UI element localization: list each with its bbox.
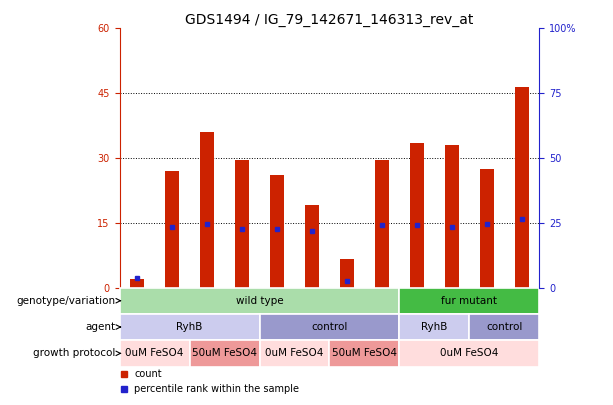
- Text: 50uM FeSO4: 50uM FeSO4: [332, 348, 397, 358]
- Text: 0uM FeSO4: 0uM FeSO4: [265, 348, 324, 358]
- Bar: [480, 169, 494, 288]
- Text: growth protocol: growth protocol: [33, 348, 115, 358]
- Text: wild type: wild type: [235, 296, 283, 306]
- Text: genotype/variation: genotype/variation: [16, 296, 115, 306]
- Bar: [410, 143, 424, 288]
- Bar: [400, 340, 539, 367]
- Bar: [189, 340, 259, 367]
- Bar: [340, 260, 354, 288]
- Title: GDS1494 / IG_79_142671_146313_rev_at: GDS1494 / IG_79_142671_146313_rev_at: [185, 13, 474, 27]
- Bar: [130, 279, 144, 288]
- Bar: [259, 340, 330, 367]
- Bar: [470, 314, 539, 340]
- Bar: [330, 340, 400, 367]
- Text: count: count: [134, 369, 162, 379]
- Bar: [400, 314, 470, 340]
- Text: control: control: [486, 322, 523, 332]
- Bar: [120, 340, 189, 367]
- Text: fur mutant: fur mutant: [441, 296, 498, 306]
- Bar: [270, 175, 284, 288]
- Bar: [515, 87, 529, 288]
- Bar: [445, 145, 459, 288]
- Text: agent: agent: [85, 322, 115, 332]
- Text: RyhB: RyhB: [421, 322, 447, 332]
- Text: percentile rank within the sample: percentile rank within the sample: [134, 384, 299, 394]
- Bar: [235, 160, 249, 288]
- Text: 0uM FeSO4: 0uM FeSO4: [440, 348, 498, 358]
- Text: control: control: [311, 322, 348, 332]
- Bar: [305, 205, 319, 288]
- Bar: [200, 132, 214, 288]
- Bar: [165, 171, 179, 288]
- Text: 0uM FeSO4: 0uM FeSO4: [125, 348, 184, 358]
- Bar: [120, 314, 259, 340]
- Bar: [120, 288, 400, 314]
- Text: RyhB: RyhB: [177, 322, 203, 332]
- Bar: [375, 160, 389, 288]
- Text: 50uM FeSO4: 50uM FeSO4: [192, 348, 257, 358]
- Bar: [400, 288, 539, 314]
- Bar: [259, 314, 400, 340]
